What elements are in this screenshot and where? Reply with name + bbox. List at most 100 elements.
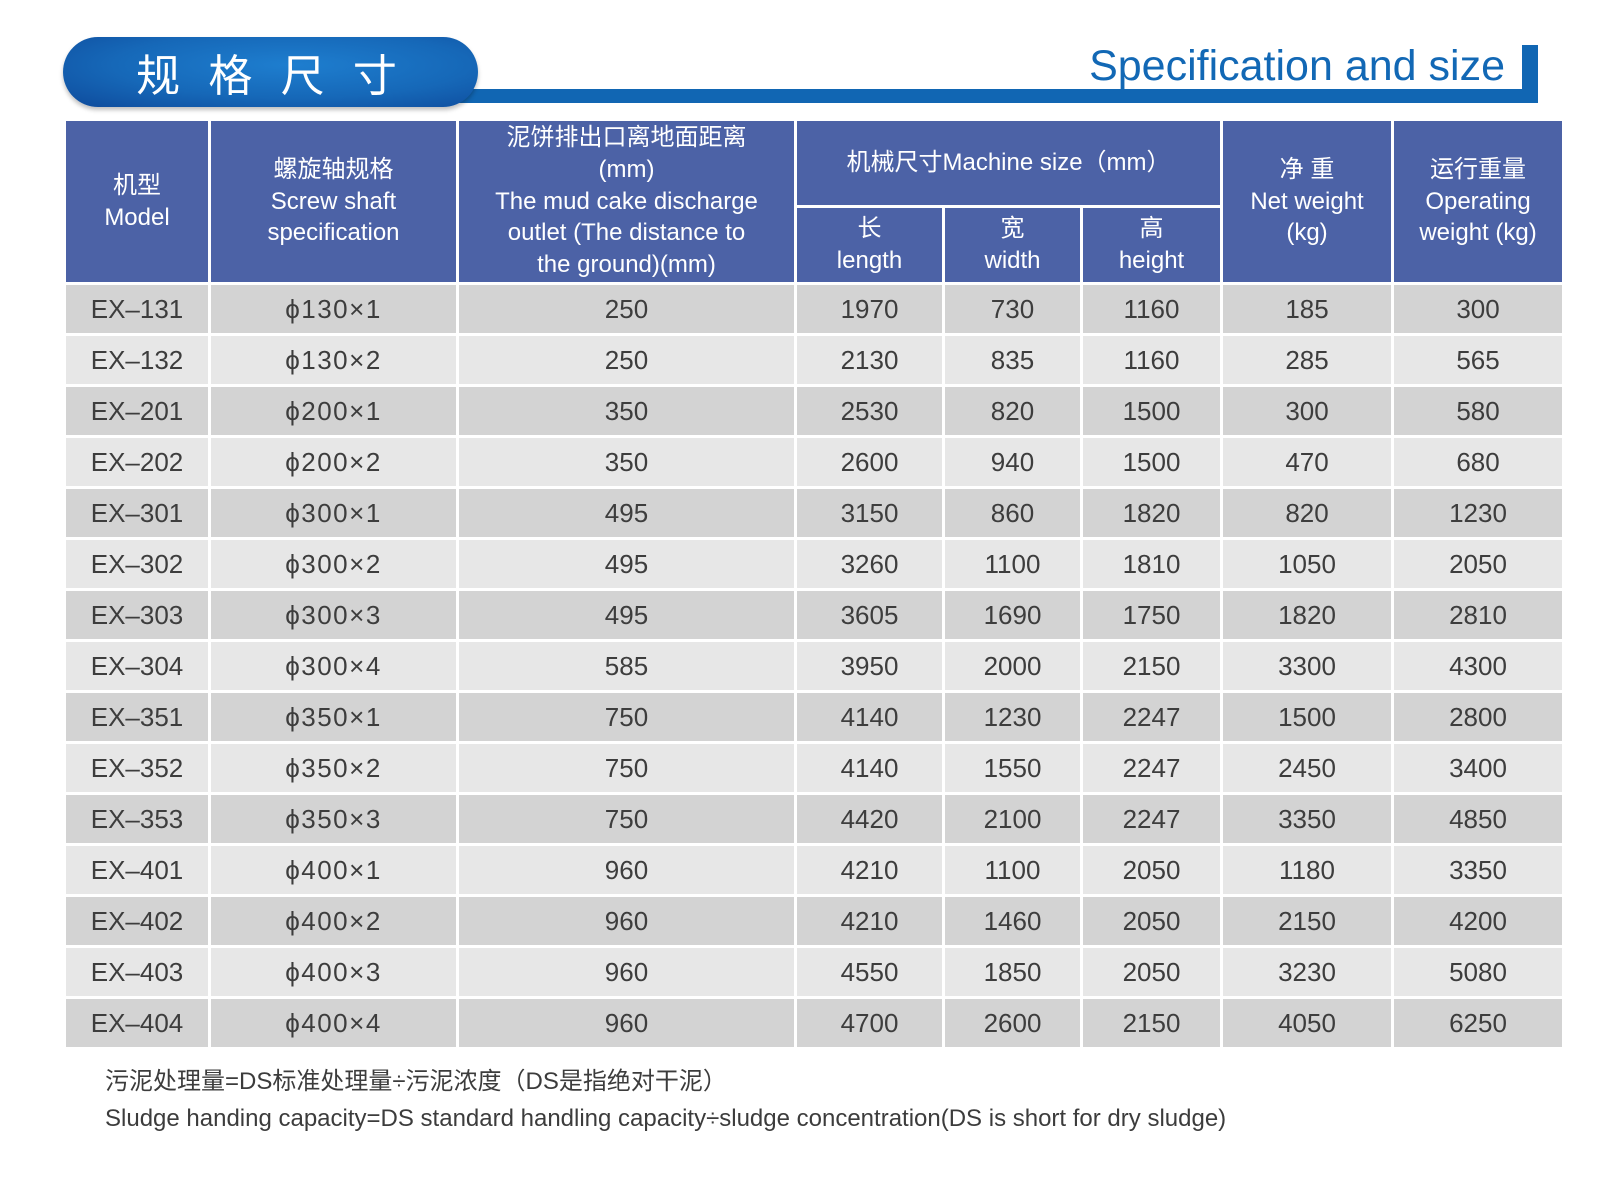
- cell-model: EX–202: [66, 438, 208, 486]
- cell-net_weight: 300: [1223, 387, 1392, 435]
- cell-width: 1100: [945, 540, 1080, 588]
- cell-operating_weight: 565: [1394, 336, 1563, 384]
- header-operating-weight: 运行重量 Operating weight (kg): [1394, 121, 1563, 282]
- cell-net_weight: 4050: [1223, 999, 1392, 1047]
- cell-operating_weight: 3400: [1394, 744, 1563, 792]
- table-row: EX–401 ϕ400×1 960 4210 1100 2050 1180 3350: [66, 846, 1563, 894]
- cell-outlet: 250: [459, 285, 794, 333]
- cell-outlet: 585: [459, 642, 794, 690]
- cell-outlet: 750: [459, 693, 794, 741]
- header-row-top: 机型 Model 螺旋轴规格 Screw shaft specification…: [66, 121, 1563, 282]
- cell-net_weight: 1050: [1223, 540, 1392, 588]
- cell-outlet: 960: [459, 897, 794, 945]
- cell-spec: ϕ400×3: [211, 948, 456, 996]
- cell-operating_weight: 580: [1394, 387, 1563, 435]
- cell-width: 2600: [945, 999, 1080, 1047]
- cell-model: EX–304: [66, 642, 208, 690]
- cell-spec: ϕ130×2: [211, 336, 456, 384]
- cell-height: 1820: [1083, 489, 1221, 537]
- cell-outlet: 960: [459, 999, 794, 1047]
- header-width: 宽 width: [945, 208, 1080, 282]
- note-en: Sludge handing capacity=DS standard hand…: [105, 1105, 1227, 1132]
- cell-net_weight: 3350: [1223, 795, 1392, 843]
- cell-outlet: 495: [459, 591, 794, 639]
- cell-model: EX–303: [66, 591, 208, 639]
- cell-length: 3260: [797, 540, 942, 588]
- cell-outlet: 750: [459, 795, 794, 843]
- cell-width: 1550: [945, 744, 1080, 792]
- cell-model: EX–132: [66, 336, 208, 384]
- cell-operating_weight: 300: [1394, 285, 1563, 333]
- cell-outlet: 350: [459, 387, 794, 435]
- cell-width: 1850: [945, 948, 1080, 996]
- section-title-en: Specification and size: [1089, 42, 1505, 90]
- cell-operating_weight: 5080: [1394, 948, 1563, 996]
- cell-height: 1500: [1083, 438, 1221, 486]
- table-row: EX–201 ϕ200×1 350 2530 820 1500 300 580: [66, 387, 1563, 435]
- cell-model: EX–402: [66, 897, 208, 945]
- cell-width: 860: [945, 489, 1080, 537]
- cell-spec: ϕ350×3: [211, 795, 456, 843]
- cell-width: 1100: [945, 846, 1080, 894]
- cell-outlet: 495: [459, 489, 794, 537]
- cell-length: 2530: [797, 387, 942, 435]
- header-machine-size: 机械尺寸Machine size（mm）: [797, 121, 1221, 205]
- footer-notes: 污泥处理量=DS标准处理量÷污泥浓度（DS是指绝对干泥） Sludge hand…: [105, 1063, 1226, 1137]
- table-row: EX–404 ϕ400×4 960 4700 2600 2150 4050 6250: [66, 999, 1563, 1047]
- table-row: EX–132 ϕ130×2 250 2130 835 1160 285 565: [66, 336, 1563, 384]
- cell-width: 1690: [945, 591, 1080, 639]
- cell-width: 940: [945, 438, 1080, 486]
- cell-model: EX–201: [66, 387, 208, 435]
- cell-length: 2600: [797, 438, 942, 486]
- cell-spec: ϕ400×2: [211, 897, 456, 945]
- cell-operating_weight: 6250: [1394, 999, 1563, 1047]
- cell-net_weight: 1180: [1223, 846, 1392, 894]
- cell-height: 1160: [1083, 285, 1221, 333]
- cell-net_weight: 185: [1223, 285, 1392, 333]
- cell-outlet: 750: [459, 744, 794, 792]
- header-row-sub: 长 length 宽 width 高 height: [66, 208, 1562, 282]
- table-row: EX–301 ϕ300×1 495 3150 860 1820 820 1230: [66, 489, 1563, 537]
- cell-model: EX–352: [66, 744, 208, 792]
- cell-spec: ϕ130×1: [211, 285, 456, 333]
- cell-height: 2050: [1083, 846, 1221, 894]
- cell-model: EX–401: [66, 846, 208, 894]
- cell-model: EX–404: [66, 999, 208, 1047]
- cell-model: EX–403: [66, 948, 208, 996]
- table-row: EX–302 ϕ300×2 495 3260 1100 1810 1050 2050: [66, 540, 1563, 588]
- table-row: EX–352 ϕ350×2 750 4140 1550 2247 2450 3400: [66, 744, 1563, 792]
- cell-width: 820: [945, 387, 1080, 435]
- cell-length: 3605: [797, 591, 942, 639]
- section-title-pill: 规 格 尺 寸: [63, 37, 478, 107]
- cell-model: EX–301: [66, 489, 208, 537]
- cell-width: 1460: [945, 897, 1080, 945]
- cell-height: 2050: [1083, 897, 1221, 945]
- cell-width: 2000: [945, 642, 1080, 690]
- cell-height: 2050: [1083, 948, 1221, 996]
- cell-model: EX–351: [66, 693, 208, 741]
- header-height: 高 height: [1083, 208, 1221, 282]
- header-length: 长 length: [797, 208, 942, 282]
- table-row: EX–202 ϕ200×2 350 2600 940 1500 470 680: [66, 438, 1563, 486]
- spec-table-header: 机型 Model 螺旋轴规格 Screw shaft specification…: [66, 121, 1563, 282]
- cell-length: 2130: [797, 336, 942, 384]
- cell-height: 2247: [1083, 744, 1221, 792]
- header-net-weight: 净 重 Net weight (kg): [1223, 121, 1392, 282]
- cell-height: 2247: [1083, 795, 1221, 843]
- cell-operating_weight: 2800: [1394, 693, 1563, 741]
- cell-length: 4210: [797, 897, 942, 945]
- cell-spec: ϕ400×4: [211, 999, 456, 1047]
- cell-width: 835: [945, 336, 1080, 384]
- cell-height: 2150: [1083, 999, 1221, 1047]
- cell-height: 1810: [1083, 540, 1221, 588]
- cell-net_weight: 3230: [1223, 948, 1392, 996]
- cell-length: 4550: [797, 948, 942, 996]
- cell-height: 2247: [1083, 693, 1221, 741]
- cell-operating_weight: 3350: [1394, 846, 1563, 894]
- cell-spec: ϕ300×1: [211, 489, 456, 537]
- cell-height: 1160: [1083, 336, 1221, 384]
- cell-net_weight: 470: [1223, 438, 1392, 486]
- cell-length: 4210: [797, 846, 942, 894]
- cell-outlet: 350: [459, 438, 794, 486]
